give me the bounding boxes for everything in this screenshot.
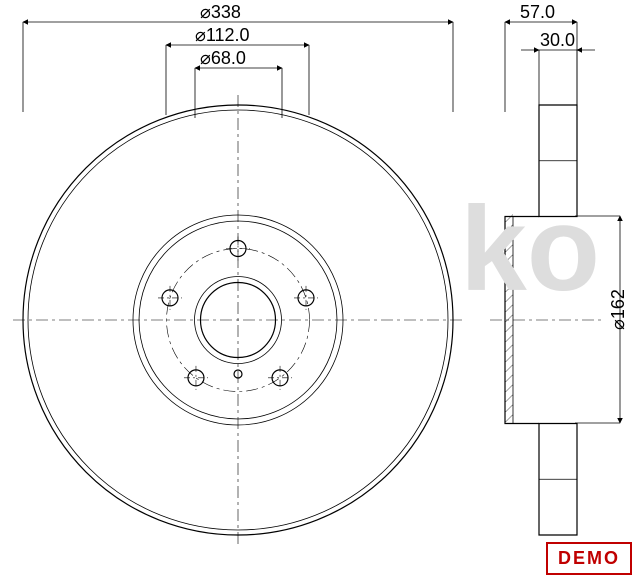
side-view [490,105,602,535]
svg-text:57.0: 57.0 [520,2,555,22]
svg-text:30.0: 30.0 [540,30,575,50]
front-view [13,95,463,545]
dimensions: ⌀338 ⌀112.0 ⌀68.0 57.0 30.0 ⌀162 [23,2,628,423]
svg-text:⌀338: ⌀338 [200,2,241,22]
svg-text:⌀162: ⌀162 [608,289,628,330]
svg-text:⌀112.0: ⌀112.0 [195,25,250,45]
demo-stamp: DEMO [546,542,632,575]
svg-text:⌀68.0: ⌀68.0 [200,48,246,68]
technical-drawing: ⌀338 ⌀112.0 ⌀68.0 57.0 30.0 ⌀162 [0,0,640,583]
